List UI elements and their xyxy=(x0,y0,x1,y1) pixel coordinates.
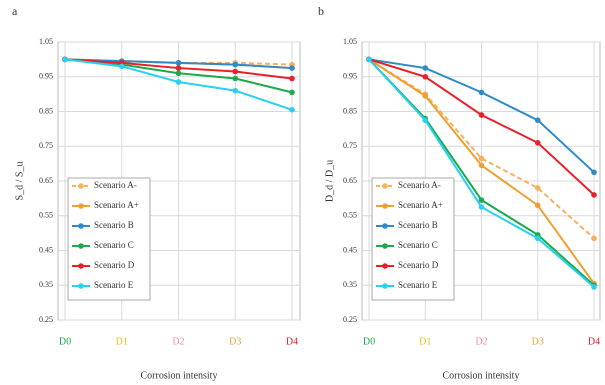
y-tick-label: 0.45 xyxy=(39,245,53,254)
data-point xyxy=(422,117,429,123)
y-tick-label: 0.45 xyxy=(343,245,357,254)
data-point xyxy=(232,61,239,68)
y-tick-label: 0.25 xyxy=(39,315,53,324)
legend-marker xyxy=(382,203,388,209)
legend-label: Scenario C xyxy=(398,240,438,250)
legend-label: Scenario A+ xyxy=(398,200,443,210)
y-tick-label: 0.25 xyxy=(343,315,357,324)
data-point xyxy=(534,235,541,242)
data-point xyxy=(232,68,239,75)
data-point xyxy=(175,65,182,71)
panel-label: b xyxy=(318,4,324,18)
legend-label: Scenario B xyxy=(94,220,134,230)
x-tick-label: D4 xyxy=(286,336,298,347)
legend-marker xyxy=(382,283,388,289)
legend-marker xyxy=(78,283,84,289)
legend-marker xyxy=(382,243,388,249)
legend-marker xyxy=(78,223,84,229)
y-tick-label: 0.95 xyxy=(39,72,53,81)
x-tick-label: D0 xyxy=(363,336,375,347)
y-tick-label: 1.05 xyxy=(39,37,53,46)
x-tick-label: D2 xyxy=(475,336,487,347)
data-point xyxy=(422,65,429,71)
x-tick-label: D3 xyxy=(229,336,241,347)
x-tick-label: D1 xyxy=(419,336,431,347)
legend-marker xyxy=(382,183,388,189)
y-axis-title: S_d / S_u xyxy=(14,162,25,201)
x-tick-label: D3 xyxy=(532,336,544,347)
legend-box xyxy=(371,177,455,301)
data-point xyxy=(591,235,597,242)
x-tick-label: D0 xyxy=(59,336,71,347)
legend-marker xyxy=(78,183,84,189)
data-point xyxy=(478,197,485,203)
data-point xyxy=(422,93,429,99)
data-point xyxy=(232,75,239,82)
legend-marker xyxy=(382,263,388,269)
legend-label: Scenario C xyxy=(94,240,134,250)
y-tick-label: 0.35 xyxy=(39,280,53,289)
y-tick-label: 0.35 xyxy=(343,280,357,289)
data-point xyxy=(175,70,182,77)
data-point xyxy=(591,284,597,290)
y-tick-label: 1.05 xyxy=(343,37,357,46)
data-point xyxy=(62,56,68,63)
data-point xyxy=(534,185,541,191)
data-point xyxy=(478,112,485,118)
panel-label: a xyxy=(12,4,18,18)
y-tick-label: 0.85 xyxy=(39,106,53,115)
data-point xyxy=(534,139,541,146)
legend-marker xyxy=(78,263,84,269)
legend-box xyxy=(67,177,151,301)
y-tick-label: 0.85 xyxy=(343,106,357,115)
legend-label: Scenario A+ xyxy=(94,200,139,210)
legend-label: Scenario E xyxy=(94,280,134,290)
data-point xyxy=(478,204,485,210)
x-tick-label: D1 xyxy=(116,336,128,347)
legend-label: Scenario E xyxy=(398,280,438,290)
legend-marker xyxy=(78,243,84,249)
x-tick-label: D2 xyxy=(172,336,184,347)
legend-marker xyxy=(382,223,388,229)
legend-label: Scenario B xyxy=(398,220,438,230)
legend-label: Scenario D xyxy=(398,260,439,270)
data-point xyxy=(478,89,485,96)
data-point xyxy=(591,192,597,198)
legend-label: Scenario A- xyxy=(398,180,441,190)
y-tick-label: 0.95 xyxy=(343,72,357,81)
data-point xyxy=(175,79,182,85)
data-point xyxy=(232,87,239,94)
x-axis-title: Corrosion intensity xyxy=(141,370,218,381)
legend-marker xyxy=(78,203,84,209)
data-point xyxy=(118,63,125,70)
y-tick-label: 0.65 xyxy=(39,176,53,185)
data-point xyxy=(289,65,295,71)
data-point xyxy=(175,60,182,66)
y-tick-label: 0.75 xyxy=(343,141,357,150)
y-tick-label: 0.75 xyxy=(39,141,53,150)
legend-label: Scenario D xyxy=(94,260,135,270)
data-point xyxy=(478,162,485,169)
y-tick-label: 0.55 xyxy=(39,211,53,220)
data-point xyxy=(534,117,541,123)
data-point xyxy=(534,202,541,209)
data-point xyxy=(366,56,372,63)
data-point xyxy=(422,73,429,80)
y-tick-label: 0.65 xyxy=(343,176,357,185)
y-axis-title: D_d / D_u xyxy=(324,160,335,202)
legend-label: Scenario A- xyxy=(94,180,137,190)
data-point xyxy=(289,106,295,113)
data-point xyxy=(478,155,485,162)
data-point xyxy=(289,75,295,82)
x-axis-title: Corrosion intensity xyxy=(443,370,520,381)
data-point xyxy=(591,169,597,176)
data-point xyxy=(289,89,295,96)
x-tick-label: D4 xyxy=(588,336,600,347)
y-tick-label: 0.55 xyxy=(343,211,357,220)
